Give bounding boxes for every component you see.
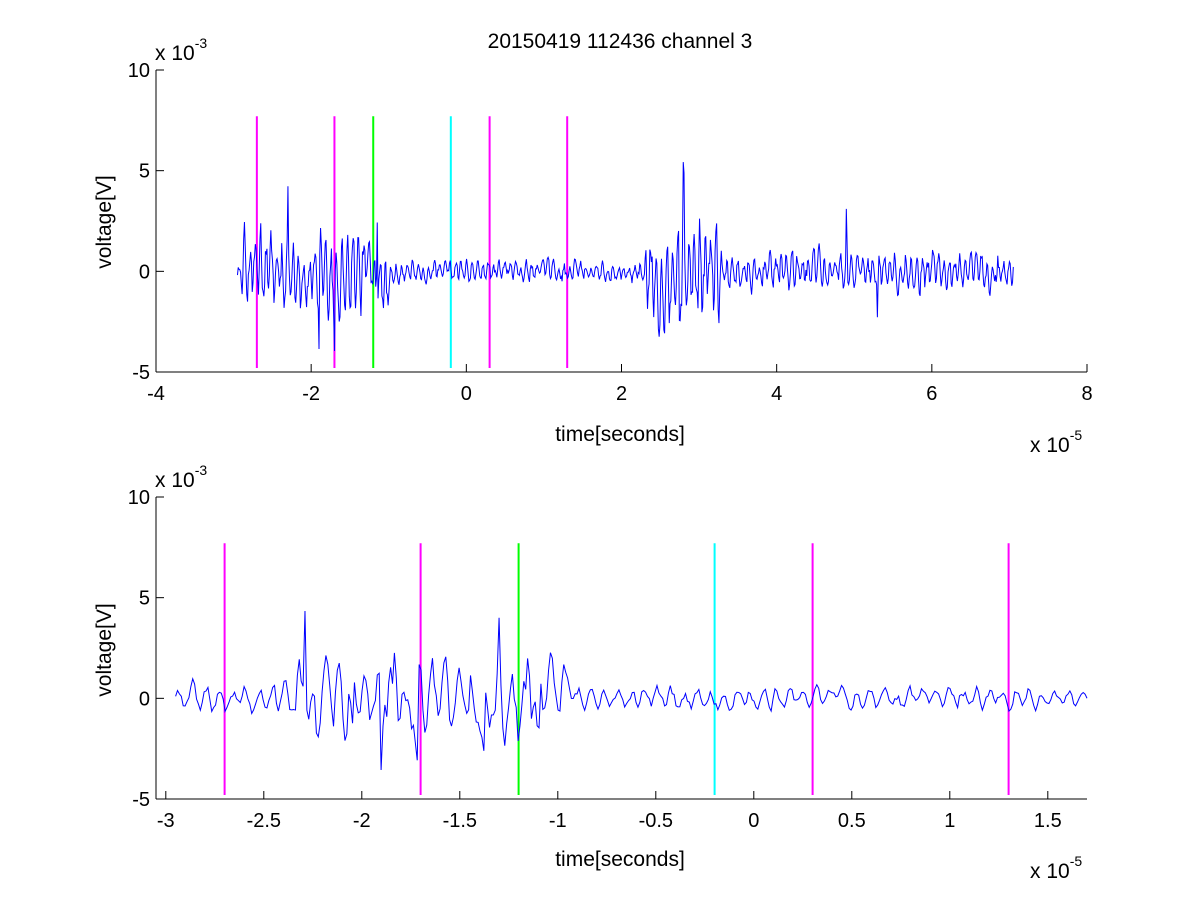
- voltage-trace: [236, 162, 1014, 352]
- x-tick-label: -2: [302, 383, 320, 405]
- x-tick-label: -0.5: [639, 810, 673, 832]
- y-tick-label: 10: [128, 60, 150, 82]
- bottom-plot-signal: [175, 611, 1088, 770]
- y-tick-label: 0: [139, 261, 150, 283]
- top-plot-signal: [236, 162, 1014, 352]
- top-y-exponent: x 10-3: [155, 35, 207, 65]
- top-y-axis-label: voltage[V]: [93, 175, 116, 268]
- chart-title: 20150419 112436 channel 3: [488, 30, 753, 53]
- x-tick-label: 0.5: [838, 810, 866, 832]
- x-tick-label: -2: [353, 810, 371, 832]
- x-tick-label: 6: [926, 383, 937, 405]
- x-tick-label: 0: [748, 810, 759, 832]
- x-tick-label: -1: [549, 810, 567, 832]
- y-tick-label: 10: [128, 487, 150, 509]
- top-x-exponent: x 10-5: [1030, 427, 1082, 457]
- x-tick-label: -2.5: [247, 810, 281, 832]
- bottom-plot-markers: [223, 543, 1010, 795]
- voltage-trace: [175, 611, 1088, 770]
- y-tick-label: 5: [139, 588, 150, 610]
- x-tick-label: 8: [1081, 383, 1092, 405]
- bottom-y-axis-label: voltage[V]: [93, 603, 116, 696]
- x-tick-label: -4: [147, 383, 165, 405]
- top-plot-axes: -4 -2 0 2 4 6 8 -5 0 5 10: [128, 60, 1093, 405]
- y-tick-label: 5: [139, 161, 150, 183]
- x-tick-label: 1.5: [1034, 810, 1062, 832]
- y-tick-label: -5: [132, 789, 150, 811]
- x-tick-label: 4: [771, 383, 782, 405]
- bottom-plot-axes: -3 -2.5 -2 -1.5 -1 -0.5 0 0.5 1 1.5 -5 0 5 10: [128, 487, 1087, 832]
- y-tick-label: -5: [132, 362, 150, 384]
- x-tick-label: 1: [944, 810, 955, 832]
- y-tick-label: 0: [139, 688, 150, 710]
- bottom-y-exponent: x 10-3: [155, 462, 207, 492]
- x-tick-label: -1.5: [443, 810, 477, 832]
- top-plot-panel: 20150419 112436 channel 3 -4 -2 0 2 4 6 8 -5 0 5 1…: [93, 30, 1093, 457]
- x-tick-label: 2: [616, 383, 627, 405]
- bottom-x-exponent: x 10-5: [1030, 853, 1082, 883]
- x-tick-label: -3: [157, 810, 175, 832]
- x-tick-label: 0: [461, 383, 472, 405]
- top-x-axis-label: time[seconds]: [555, 423, 685, 446]
- bottom-x-axis-label: time[seconds]: [555, 848, 685, 871]
- top-plot-markers: [255, 116, 569, 368]
- bottom-plot-panel: -3 -2.5 -2 -1.5 -1 -0.5 0 0.5 1 1.5 -5 0 5 10 time[se…: [93, 462, 1088, 883]
